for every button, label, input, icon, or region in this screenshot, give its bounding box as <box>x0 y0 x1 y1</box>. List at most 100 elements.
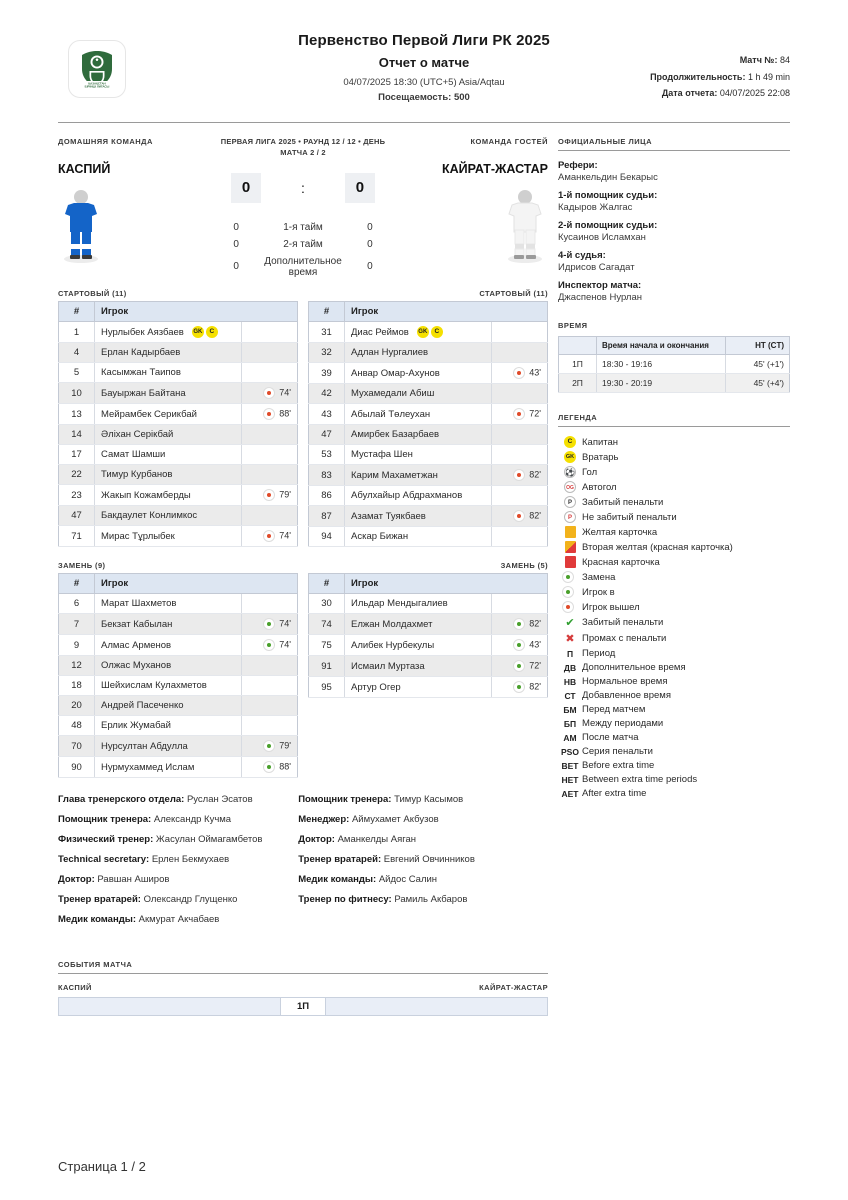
player-event: 88' <box>241 403 298 425</box>
table-row: 7 Бекзат Кабылан 74' <box>58 613 298 635</box>
away-team-name: КАЙРАТ-ЖАСТАР <box>441 162 548 176</box>
table-header-row: # Игрок <box>58 573 298 594</box>
match-number-value: 84 <box>779 55 790 65</box>
official-item: 4-й судья: Идрисов Сагадат <box>558 250 790 273</box>
staff-role: Доктор: <box>58 874 95 885</box>
table-row: 94 Аскар Бижан <box>308 526 548 547</box>
player-number: 5 <box>58 362 95 383</box>
legend-item: BET Before extra time <box>558 760 790 771</box>
home-kit <box>58 188 208 267</box>
second-yellow-card-icon <box>564 541 576 553</box>
player-name: Мейрамбек Серикбай <box>94 403 242 425</box>
legend-icon-cell: П <box>558 649 582 659</box>
player-event: 74' <box>241 525 298 547</box>
player-name: Анвар Омар-Ахунов <box>344 362 492 384</box>
legend-icon-cell <box>558 541 582 553</box>
table-row: 90 Нурмухаммед Ислам 88' <box>58 756 298 778</box>
time-table-body: 1П 18:30 - 19:16 45' (+1') 2П 19:30 - 20:19 4… <box>558 354 790 393</box>
svg-text:ҚАЗАҚСТАН: ҚАЗАҚСТАН <box>88 81 105 85</box>
event-minute: 79' <box>279 740 291 751</box>
player-event <box>241 362 298 383</box>
legend-item: AET After extra time <box>558 788 790 799</box>
penalty-scored-icon: P <box>564 496 576 508</box>
col-player: Игрок <box>344 301 548 322</box>
player-event: 82' <box>491 676 548 698</box>
player-number: 39 <box>308 362 345 384</box>
player-number: 94 <box>308 526 345 547</box>
before-match-abbr: БМ <box>563 704 577 715</box>
page-title: Первенство Первой Лиги РК 2025 <box>298 32 550 49</box>
legend-item: Игрок вышел <box>558 601 790 613</box>
starting-lineups: СТАРТОВЫЙ (11) # Игрок 1 Нурлыбек Аязбаев… <box>58 289 548 547</box>
player-number: 90 <box>58 756 95 778</box>
home-starters-table: # Игрок 1 Нурлыбек Аязбаев GK C 4 Ерлан Кадыр… <box>58 301 298 547</box>
home-score: 0 <box>231 172 262 203</box>
table-row: 10 Бауыржан Байтана 74' <box>58 382 298 404</box>
legend-item: GK Вратарь <box>558 451 790 463</box>
period-away-score: 0 <box>367 221 373 233</box>
player-number: 86 <box>308 485 345 506</box>
col-player: Игрок <box>94 573 298 594</box>
time-header-row: Время начала и окончания HT (CT) <box>558 336 790 355</box>
legend-text: Игрок вышел <box>582 601 640 613</box>
legend-icon-cell: OG <box>558 481 582 493</box>
player-out-icon <box>263 408 276 420</box>
player-event: 43' <box>491 634 548 656</box>
period-away-score: 0 <box>367 261 373 273</box>
penalty-missed-icon: P <box>564 511 576 523</box>
red-card-icon <box>564 556 576 568</box>
legend-text: Промах с пенальти <box>582 633 667 644</box>
table-row: 20 Андрей Пасеченко <box>58 695 298 716</box>
svg-text:БІРІНШІ ЛИГАСЫ: БІРІНШІ ЛИГАСЫ <box>85 84 110 88</box>
table-row: 71 Мирас Тұрлыбек 74' <box>58 525 298 547</box>
staff-row: Медик команды: Акмурат Акчабаев <box>58 914 298 925</box>
player-event <box>241 464 298 485</box>
away-starters-body: 31 Диас Реймов GK C 32 Адлан Нургалиев 39 Анвар… <box>308 321 548 547</box>
player-event: 43' <box>491 362 548 384</box>
legend-icon-cell: P <box>558 511 582 523</box>
player-out-icon <box>513 510 526 522</box>
staff-role: Медик команды: <box>58 914 136 925</box>
away-starters-caption: СТАРТОВЫЙ (11) <box>479 289 548 298</box>
time-row: 2П 19:30 - 20:19 45' (+4') <box>558 373 790 393</box>
away-staff-list: Помощник тренера: Тимур Касымов Менеджер:… <box>298 794 548 934</box>
table-header-row: # Игрок <box>58 301 298 322</box>
table-row: 22 Тимур Курбанов <box>58 464 298 485</box>
home-starters-caption: СТАРТОВЫЙ (11) <box>58 289 127 298</box>
home-starters-body: 1 Нурлыбек Аязбаев GK C 4 Ерлан Кадырбаев 5 Кас… <box>58 321 298 547</box>
legend-item: ✔ Забитый пенальти <box>558 616 790 629</box>
player-name: Мухамедали Абиш <box>344 383 492 404</box>
legend-icon-cell <box>558 601 582 613</box>
player-number: 75 <box>308 634 345 656</box>
event-minute: 82' <box>529 681 541 692</box>
player-badges: GK C <box>191 326 220 338</box>
legend-text: Серия пенальти <box>582 746 653 757</box>
player-name: Аскар Бижан <box>344 526 492 547</box>
staff-name: Равшан Аширов <box>97 874 170 885</box>
player-name: Тимур Курбанов <box>94 464 242 485</box>
legend-text: Добавленное время <box>582 690 671 701</box>
table-header-row: # Игрок <box>308 573 548 594</box>
table-row: 13 Мейрамбек Серикбай 88' <box>58 403 298 425</box>
player-number: 7 <box>58 613 95 635</box>
legend-icon-cell: ✔ <box>558 616 582 629</box>
away-subs-body: 30 Ильдар Мендыгалиев 74 Елжан Молдахмет 82'… <box>308 593 548 698</box>
home-team-name: КАСПИЙ <box>58 162 111 176</box>
staff-row: Помощник тренера: Тимур Касымов <box>298 794 548 805</box>
col-number: # <box>58 573 95 594</box>
period-abbr: П <box>566 648 574 659</box>
header-divider <box>58 122 790 123</box>
time-col-period <box>558 336 597 355</box>
player-event <box>241 505 298 526</box>
substitutes-lineups: ЗАМЕНЬ (9) # Игрок 6 Марат Шахметов 7 Бекза… <box>58 561 548 778</box>
player-name: Абылай Төлеухан <box>344 403 492 425</box>
table-row: 86 Абулхайыр Абдрахманов <box>308 485 548 506</box>
legend-item: СТ Добавленное время <box>558 690 790 701</box>
legend-icon-cell: P <box>558 496 582 508</box>
player-event: 82' <box>491 505 548 527</box>
player-name: Нурмухаммед Ислам <box>94 756 242 778</box>
player-number: 23 <box>58 484 95 506</box>
staff-role: Физический тренер: <box>58 834 154 845</box>
legend-text: Период <box>582 648 616 659</box>
captain-icon: C <box>205 326 218 338</box>
